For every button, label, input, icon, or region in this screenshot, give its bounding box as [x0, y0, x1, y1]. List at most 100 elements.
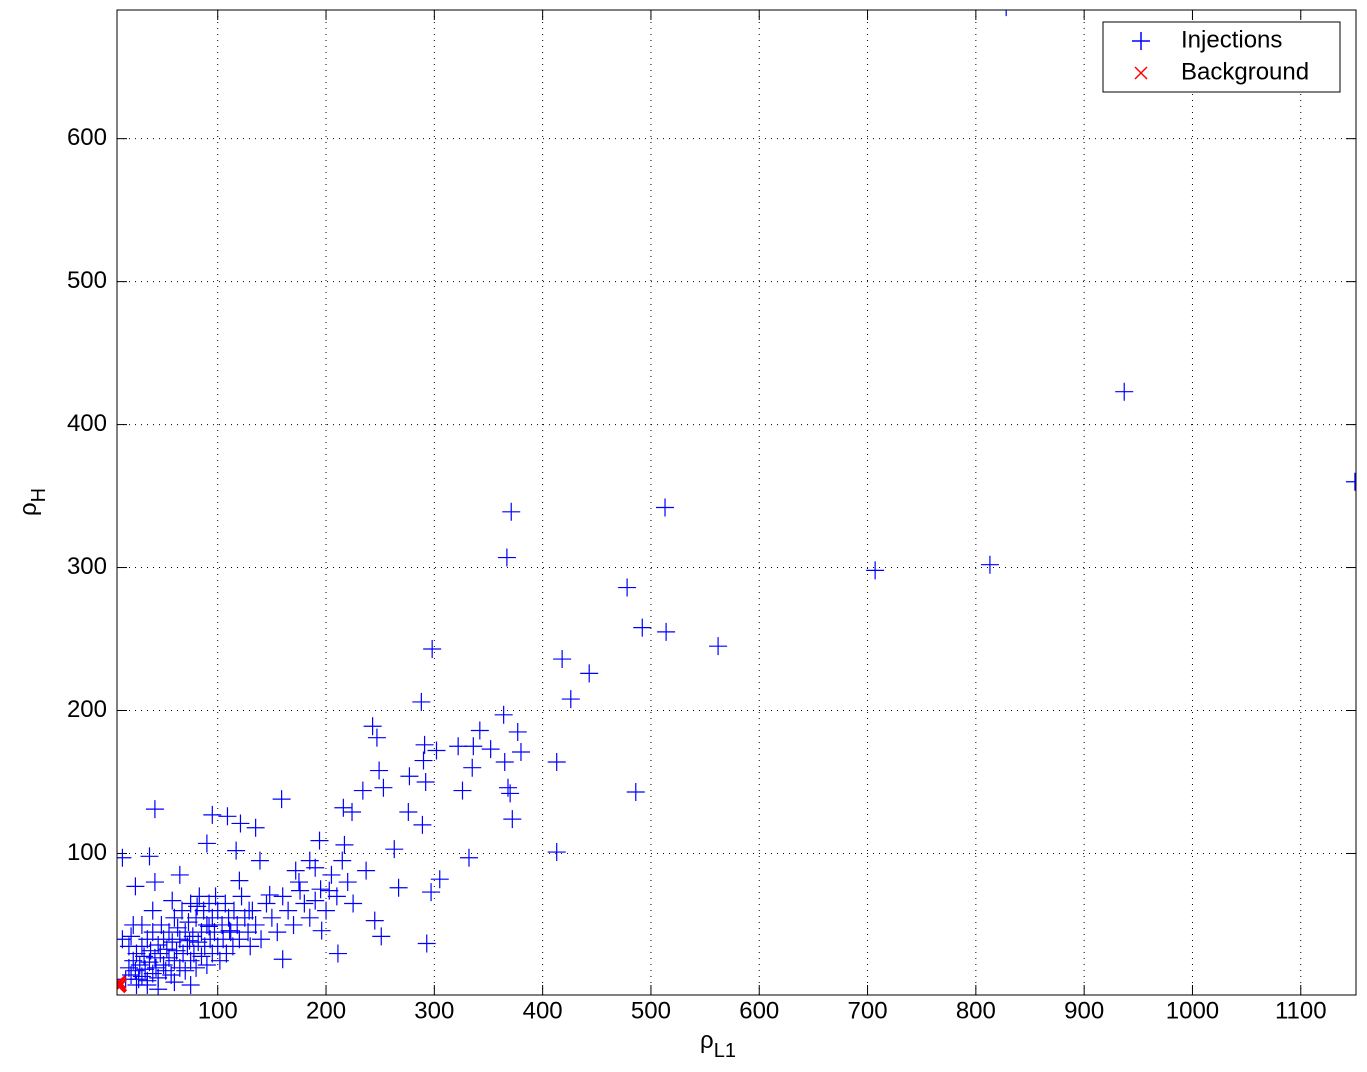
y-label-subscript: H	[28, 488, 50, 502]
scatter-point	[163, 891, 182, 910]
plot-area	[117, 10, 1356, 995]
scatter-point	[385, 840, 404, 859]
scatter-point	[165, 908, 184, 927]
scatter-point	[246, 818, 265, 837]
scatter-point	[430, 870, 449, 889]
x-tick-label: 500	[631, 997, 671, 1024]
scatter-point	[203, 805, 222, 824]
legend-label: Background	[1181, 58, 1309, 85]
scatter-point	[262, 908, 281, 927]
scatter-point	[136, 960, 155, 979]
scatter-point	[980, 555, 999, 574]
scatter-point	[162, 965, 181, 984]
scatter-point	[503, 810, 522, 829]
scatter-point	[374, 778, 393, 797]
scatter-point	[495, 752, 514, 771]
scatter-point	[206, 887, 225, 906]
scatter-point	[866, 561, 885, 580]
y-tick-label: 100	[67, 839, 107, 866]
legend-marker	[1132, 32, 1150, 50]
scatter-point	[333, 851, 352, 870]
scatter-point	[414, 751, 433, 770]
scatter-point	[416, 772, 435, 791]
x-label-subscript: L1	[714, 1040, 736, 1062]
scatter-point	[618, 578, 637, 597]
x-tick-label: 1100	[1275, 997, 1327, 1024]
scatter-point	[284, 915, 303, 934]
scatter-point	[145, 800, 164, 819]
scatter-point	[286, 861, 305, 880]
scatter-point	[190, 887, 209, 906]
scatter-point	[230, 930, 249, 949]
scatter-point	[146, 958, 165, 977]
x-tick-label: 100	[198, 997, 238, 1024]
scatter-point	[311, 880, 330, 899]
scatter-point	[415, 735, 434, 754]
scatter-point	[181, 894, 200, 913]
scatter-point	[143, 901, 162, 920]
scatter-point	[250, 851, 269, 870]
scatter-point	[389, 878, 408, 897]
scatter-point	[241, 937, 260, 956]
scatter-point	[231, 814, 250, 833]
scatter-point	[553, 650, 572, 669]
scatter-point	[187, 908, 206, 927]
scatter-point	[312, 921, 331, 940]
scatter-point	[400, 767, 419, 786]
y-tick-label: 200	[67, 696, 107, 723]
legend-marker	[1134, 66, 1148, 80]
scatter-point	[246, 915, 265, 934]
x-tick-label: 900	[1064, 997, 1104, 1024]
x-tick-label: 200	[306, 997, 346, 1024]
scatter-point	[481, 740, 500, 759]
scatter-point	[163, 933, 182, 952]
scatter-point	[335, 835, 354, 854]
scatter-point	[343, 803, 362, 822]
scatter-point	[328, 944, 347, 963]
x-axis-label: ρL1	[700, 1027, 736, 1062]
scatter-point	[176, 961, 195, 980]
scatter-point	[344, 894, 363, 913]
y-tick-label: 400	[67, 410, 107, 437]
y-label-symbol: ρ	[15, 502, 42, 516]
scatter-point	[338, 873, 357, 892]
scatter-point	[497, 548, 516, 567]
scatter-point	[370, 761, 389, 780]
scatter-point	[470, 721, 489, 740]
scatter-point	[310, 831, 329, 850]
x-tick-label: 800	[956, 997, 996, 1024]
scatter-point	[511, 742, 530, 761]
scatter-point	[289, 873, 308, 892]
scatter-point	[260, 885, 279, 904]
scatter-point	[580, 664, 599, 683]
scatter-point	[124, 915, 143, 934]
scatter-point	[633, 618, 652, 637]
scatter-point	[268, 923, 287, 942]
scatter-point	[367, 728, 386, 747]
scatter-point	[159, 923, 178, 942]
scatter-point	[143, 923, 162, 942]
scatter-point	[494, 705, 513, 724]
scatter-point	[306, 858, 325, 877]
scatter-point	[227, 841, 246, 860]
legend: Injections Background	[1102, 21, 1341, 93]
scatter-point	[626, 782, 645, 801]
scatter-point	[179, 913, 198, 932]
axes-box	[116, 9, 1357, 996]
grid	[117, 10, 1356, 995]
scatter-point	[372, 927, 391, 946]
scatter-point	[459, 848, 478, 867]
scatter-point	[117, 848, 132, 867]
scatter-point	[122, 927, 141, 946]
scatter-point	[547, 752, 566, 771]
x-tick-label: 300	[414, 997, 454, 1024]
scatter-point	[273, 950, 292, 969]
scatter-point	[126, 877, 145, 896]
y-tick-label: 300	[67, 553, 107, 580]
scatter-point	[273, 887, 292, 906]
scatter-point	[547, 843, 566, 862]
scatter-point	[1345, 472, 1356, 491]
scatter-point	[306, 891, 325, 910]
